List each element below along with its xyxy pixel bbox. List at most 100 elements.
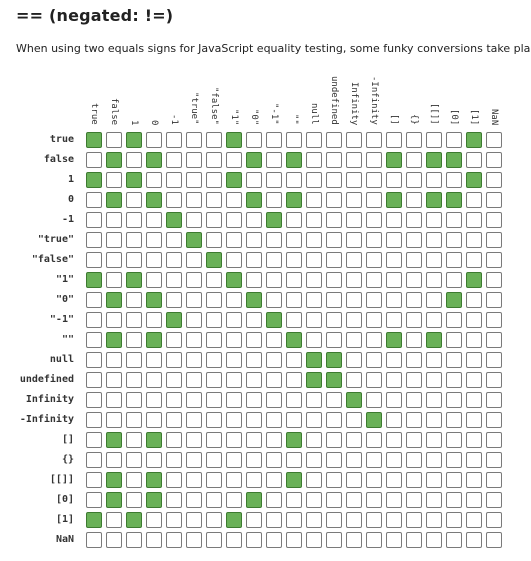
cell-not-equal <box>266 512 282 528</box>
cell-equal <box>346 392 362 408</box>
row-header: [] <box>61 434 74 445</box>
cell-not-equal <box>426 412 442 428</box>
cell-not-equal <box>346 532 362 548</box>
cell-not-equal <box>406 452 422 468</box>
cell-not-equal <box>106 212 122 228</box>
cell-not-equal <box>466 432 482 448</box>
row-header: -Infinity <box>19 414 74 425</box>
cell-not-equal <box>406 152 422 168</box>
cell-not-equal <box>266 252 282 268</box>
cell-not-equal <box>326 452 342 468</box>
cell-equal <box>226 512 242 528</box>
cell-not-equal <box>86 452 102 468</box>
cell-not-equal <box>406 292 422 308</box>
cell-not-equal <box>406 512 422 528</box>
cell-not-equal <box>326 392 342 408</box>
cell-not-equal <box>346 412 362 428</box>
cell-not-equal <box>206 412 222 428</box>
cell-not-equal <box>446 432 462 448</box>
cell-not-equal <box>266 332 282 348</box>
cell-not-equal <box>86 192 102 208</box>
cell-not-equal <box>486 132 502 148</box>
cell-not-equal <box>366 232 382 248</box>
cell-not-equal <box>186 172 202 188</box>
row-header: [1] <box>55 514 74 525</box>
column-header-label: null <box>309 103 319 125</box>
cell-not-equal <box>186 452 202 468</box>
cell-not-equal <box>126 292 142 308</box>
cell-not-equal <box>366 332 382 348</box>
cell-not-equal <box>406 172 422 188</box>
column-header-label: 1 <box>129 120 139 126</box>
column-header-label: [1] <box>469 109 479 126</box>
cell-equal <box>226 272 242 288</box>
cell-not-equal <box>306 472 322 488</box>
cell-not-equal <box>186 372 202 388</box>
row-header: 1 <box>67 174 74 185</box>
row-header: -1 <box>61 214 74 225</box>
cell-not-equal <box>166 252 182 268</box>
cell-not-equal <box>366 532 382 548</box>
cell-not-equal <box>226 392 242 408</box>
column-header: Infinity <box>344 57 364 125</box>
cell-not-equal <box>306 412 322 428</box>
cell-not-equal <box>386 352 402 368</box>
cell-not-equal <box>366 352 382 368</box>
cell-not-equal <box>266 292 282 308</box>
cell-not-equal <box>206 432 222 448</box>
cell-not-equal <box>486 152 502 168</box>
cell-equal <box>86 132 102 148</box>
cell-not-equal <box>86 292 102 308</box>
cell-equal <box>266 312 282 328</box>
cell-not-equal <box>266 172 282 188</box>
cell-not-equal <box>246 132 262 148</box>
cell-not-equal <box>366 492 382 508</box>
cell-not-equal <box>206 292 222 308</box>
cell-equal <box>326 372 342 388</box>
cell-not-equal <box>286 352 302 368</box>
cell-not-equal <box>126 472 142 488</box>
cell-not-equal <box>486 292 502 308</box>
cell-not-equal <box>466 472 482 488</box>
cell-not-equal <box>446 452 462 468</box>
cell-not-equal <box>106 452 122 468</box>
cell-not-equal <box>226 152 242 168</box>
cell-not-equal <box>386 472 402 488</box>
cell-not-equal <box>486 392 502 408</box>
cell-not-equal <box>306 172 322 188</box>
cell-not-equal <box>406 372 422 388</box>
cell-not-equal <box>486 172 502 188</box>
cell-equal <box>106 292 122 308</box>
row-header: "-1" <box>49 314 74 325</box>
cell-equal <box>446 292 462 308</box>
cell-equal <box>386 332 402 348</box>
cell-not-equal <box>146 252 162 268</box>
cell-equal <box>146 332 162 348</box>
cell-not-equal <box>206 472 222 488</box>
cell-equal <box>446 152 462 168</box>
row-header: "false" <box>31 254 74 265</box>
cell-not-equal <box>146 512 162 528</box>
column-header-label: "true" <box>189 92 199 125</box>
cell-not-equal <box>386 212 402 228</box>
cell-not-equal <box>286 232 302 248</box>
cell-not-equal <box>266 452 282 468</box>
cell-not-equal <box>106 512 122 528</box>
cell-not-equal <box>346 432 362 448</box>
column-header: "1" <box>224 57 244 125</box>
cell-not-equal <box>306 212 322 228</box>
cell-not-equal <box>266 492 282 508</box>
cell-not-equal <box>366 252 382 268</box>
cell-not-equal <box>486 512 502 528</box>
cell-not-equal <box>406 492 422 508</box>
cell-not-equal <box>126 152 142 168</box>
cell-not-equal <box>386 512 402 528</box>
cell-not-equal <box>326 192 342 208</box>
column-header: -1 <box>164 57 184 125</box>
cell-not-equal <box>286 532 302 548</box>
column-header: false <box>104 57 124 125</box>
cell-equal <box>146 192 162 208</box>
cell-not-equal <box>386 272 402 288</box>
cell-not-equal <box>246 272 262 288</box>
cell-equal <box>286 192 302 208</box>
